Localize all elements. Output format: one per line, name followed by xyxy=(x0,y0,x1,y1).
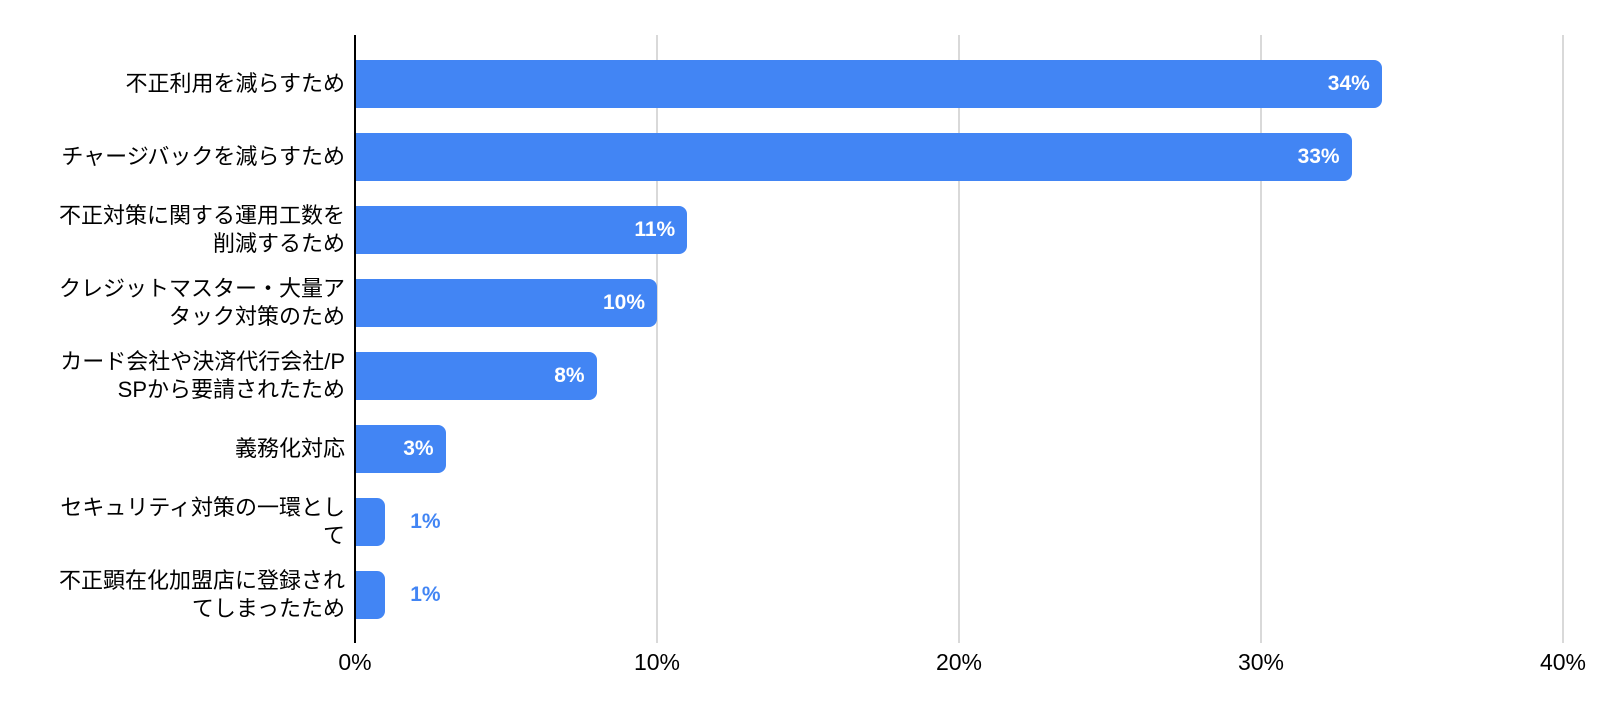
value-label: 33% xyxy=(1297,144,1340,168)
bar-row: 11% xyxy=(355,193,1563,266)
category-axis: 不正利用を減らすため チャージバックを減らすため 不正対策に関する運用工数を 削減する… xyxy=(0,35,355,643)
category-label-line: 不正顕在化加盟店に登録され xyxy=(58,567,345,593)
bar-row: 8% xyxy=(355,339,1563,412)
bar: 8% xyxy=(355,351,597,400)
category-label-line: 義務化対応 xyxy=(234,435,345,461)
x-axis: 0% 10% 20% 30% 40% xyxy=(338,643,1586,688)
x-axis-tick-label: 10% xyxy=(633,649,681,675)
value-label: 1% xyxy=(410,582,441,606)
x-axis-tick-label: 20% xyxy=(935,649,983,675)
category-label-line: セキュリティ対策の一環とし xyxy=(60,494,345,520)
bar: 34% xyxy=(355,59,1382,108)
category-label: クレジットマスター・大量ア タック対策のため xyxy=(0,266,345,339)
plot-area: 34% 33% 11% 10% 8% 3% 1% 1% xyxy=(354,35,1564,643)
value-label: 11% xyxy=(634,217,676,241)
bar xyxy=(355,570,386,619)
bar-row: 1% xyxy=(355,485,1563,558)
bar-row: 33% xyxy=(355,120,1563,193)
bar-row: 10% xyxy=(355,266,1563,339)
category-label-line: 不正対策に関する運用工数を xyxy=(58,202,345,228)
bar: 3% xyxy=(355,424,446,473)
value-label: 1% xyxy=(410,509,441,533)
gridline-30% xyxy=(1260,35,1262,643)
chart-body: 不正利用を減らすため チャージバックを減らすため 不正対策に関する運用工数を 削減する… xyxy=(0,35,1564,643)
gridline-10% xyxy=(656,35,658,643)
category-label-line: カード会社や決済代行会社/P xyxy=(60,348,345,374)
x-axis-tick-label: 30% xyxy=(1237,649,1285,675)
category-label: 不正顕在化加盟店に登録され てしまったため xyxy=(0,558,345,631)
value-label: 34% xyxy=(1327,71,1370,95)
category-label-line: SPから要請されたため xyxy=(117,376,345,402)
x-axis-tick-label: 40% xyxy=(1539,649,1587,675)
value-label: 10% xyxy=(602,290,645,314)
category-label-line: 不正利用を減らすため xyxy=(125,70,345,96)
category-label: 不正利用を減らすため xyxy=(0,47,345,120)
value-label: 8% xyxy=(554,363,585,387)
gridline-20% xyxy=(958,35,960,643)
category-label-line: クレジットマスター・大量ア xyxy=(58,275,345,301)
bar: 10% xyxy=(355,278,657,327)
category-label-line: てしまったため xyxy=(191,595,345,621)
gridline-40% xyxy=(1562,35,1564,643)
category-label: 不正対策に関する運用工数を 削減するため xyxy=(0,193,345,266)
value-label: 3% xyxy=(403,436,434,460)
x-axis-tick-label: 0% xyxy=(338,649,372,675)
bar-row: 1% xyxy=(355,558,1563,631)
category-label: カード会社や決済代行会社/P SPから要請されたため xyxy=(0,339,345,412)
category-label: チャージバックを減らすため xyxy=(0,120,345,193)
category-label-line: て xyxy=(322,522,345,548)
category-label-line: チャージバックを減らすため xyxy=(61,143,345,169)
bar xyxy=(355,497,386,546)
category-label-line: 削減するため xyxy=(212,230,345,256)
category-label: セキュリティ対策の一環として xyxy=(0,485,345,558)
bar: 11% xyxy=(355,205,688,254)
bar-row: 3% xyxy=(355,412,1563,485)
y-axis-line xyxy=(354,35,356,643)
category-label-line: タック対策のため xyxy=(168,303,345,329)
bar: 33% xyxy=(355,132,1352,181)
bar-row: 34% xyxy=(355,47,1563,120)
category-label: 義務化対応 xyxy=(0,412,345,485)
